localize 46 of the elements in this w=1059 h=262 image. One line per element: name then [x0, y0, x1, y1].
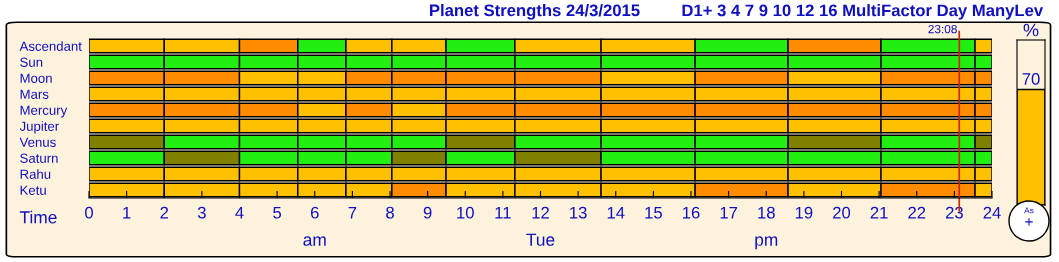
x-tick-label: 10	[457, 206, 474, 219]
x-tick-label: 12	[532, 206, 549, 219]
y-tick-label: Moon	[20, 73, 52, 83]
x-tick-label: 9	[423, 206, 432, 219]
x-tick-label: 1	[123, 206, 131, 219]
y-tick-label: Mars	[20, 89, 49, 99]
y-tick-label: Ascendant	[19, 41, 82, 51]
data-label: 70	[1022, 73, 1040, 85]
text: As	[1024, 207, 1034, 214]
x-tick-label: 18	[758, 206, 775, 219]
x-tick-label: 20	[833, 206, 851, 219]
y-tick-label: Jupiter	[19, 121, 59, 134]
x-tick-label: 23	[945, 206, 963, 219]
y-tick-label: Saturn	[20, 153, 58, 163]
x-tick-label: 24	[983, 206, 1001, 219]
x-tick-label: 0	[85, 206, 93, 219]
chart-title: %	[1023, 23, 1039, 37]
x-tick-label: 4	[235, 206, 244, 219]
x-tick-label: 21	[870, 206, 888, 219]
x-tick-label: 17	[720, 206, 738, 219]
x-tick-label: 13	[570, 206, 587, 219]
x-tick-label: 8	[386, 206, 394, 219]
x-tick-label: 6	[310, 206, 319, 219]
y-tick-label: Rahu	[20, 169, 51, 179]
x-tick-label: 14	[607, 206, 625, 219]
x-tick-label: 5	[273, 206, 282, 219]
x-tick-label: 11	[495, 206, 511, 219]
chart-subtitle: D1+ 3 4 7 9 10 12 16 MultiFactor Day ManyLev	[682, 4, 1044, 20]
y-tick-label: Sun	[20, 57, 43, 67]
x-tick-label: 15	[645, 206, 662, 219]
text: am	[303, 236, 326, 246]
text: pm	[755, 236, 778, 250]
y-tick-label: Venus	[19, 137, 56, 147]
text: Tue	[526, 233, 555, 246]
x-axis-title: Time	[19, 210, 57, 224]
text: +	[1025, 218, 1033, 226]
x-tick-label: 19	[795, 206, 813, 219]
x-tick-label: 22	[908, 206, 926, 219]
x-tick-label: 7	[348, 206, 357, 219]
x-tick-label: 3	[197, 206, 206, 219]
chart-title: Planet Strengths 24/3/2015	[430, 3, 640, 20]
y-tick-label: Ketu	[20, 185, 46, 195]
y-tick-label: Mercury	[20, 105, 68, 118]
x-tick-label: 2	[160, 206, 169, 219]
x-tick-label: 16	[683, 206, 700, 219]
ref-line-label: 23:08	[928, 24, 957, 34]
